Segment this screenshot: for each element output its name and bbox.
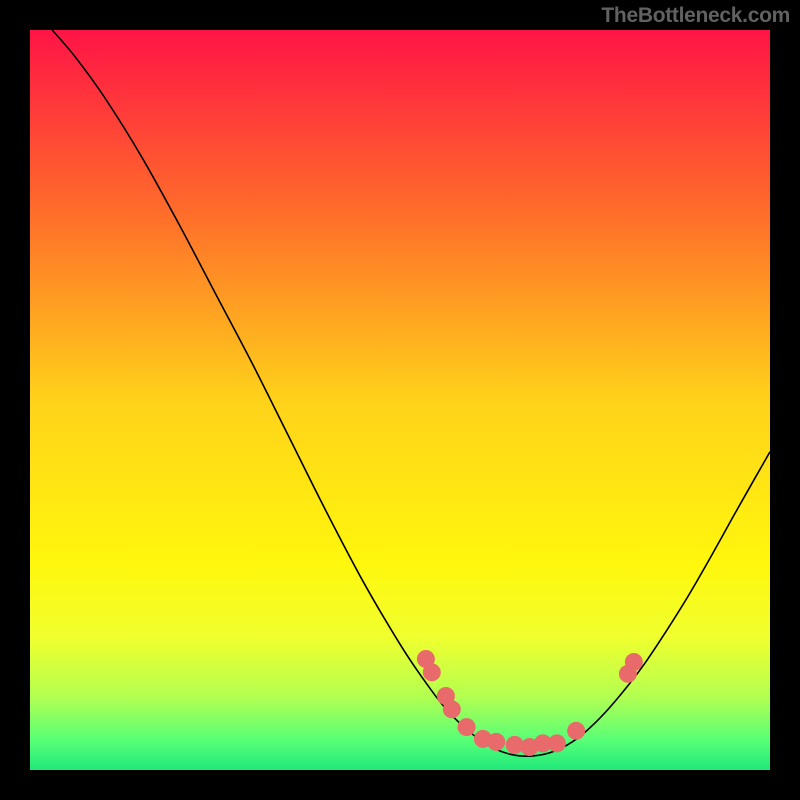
chart-frame: TheBottleneck.com: [0, 0, 800, 800]
chart-svg: [30, 30, 770, 770]
data-marker: [458, 718, 476, 736]
data-marker: [487, 733, 505, 751]
data-marker: [625, 653, 643, 671]
data-marker: [443, 700, 461, 718]
gradient-background: [30, 30, 770, 770]
data-marker: [548, 734, 566, 752]
chart-plot-area: [30, 30, 770, 770]
data-marker: [567, 722, 585, 740]
watermark-text: TheBottleneck.com: [601, 4, 790, 28]
data-marker: [423, 663, 441, 681]
